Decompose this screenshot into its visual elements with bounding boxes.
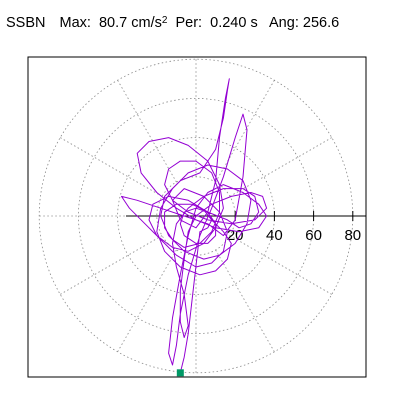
station-code: SSBN: [6, 15, 46, 31]
max-value: 80.7: [98, 15, 128, 31]
angle-label: Ang:: [269, 15, 299, 31]
max-unit: cm/s: [131, 15, 162, 31]
plot-background: [28, 57, 366, 377]
peak-marker-layer: [176, 369, 184, 377]
particle-motion-trace: [121, 78, 268, 373]
trace-path: [121, 78, 268, 373]
radial-tick-label-40: 40: [266, 227, 283, 244]
plot-frame: [27, 56, 367, 378]
plot-header: SSBN Max: 80.7 cm/s2 Per: 0.240 s Ang: 25…: [6, 14, 339, 32]
period-label: Per:: [175, 15, 203, 31]
period-value: 0.240 s: [210, 15, 258, 31]
angle-value: 256.6: [302, 15, 340, 31]
radial-tick-label-20: 20: [227, 227, 244, 244]
radial-tick-label-60: 60: [305, 227, 322, 244]
max-unit-exponent: 2: [161, 15, 168, 26]
peak-marker: [176, 369, 184, 377]
radial-tick-label-80: 80: [344, 227, 361, 244]
max-label: Max:: [59, 15, 91, 31]
